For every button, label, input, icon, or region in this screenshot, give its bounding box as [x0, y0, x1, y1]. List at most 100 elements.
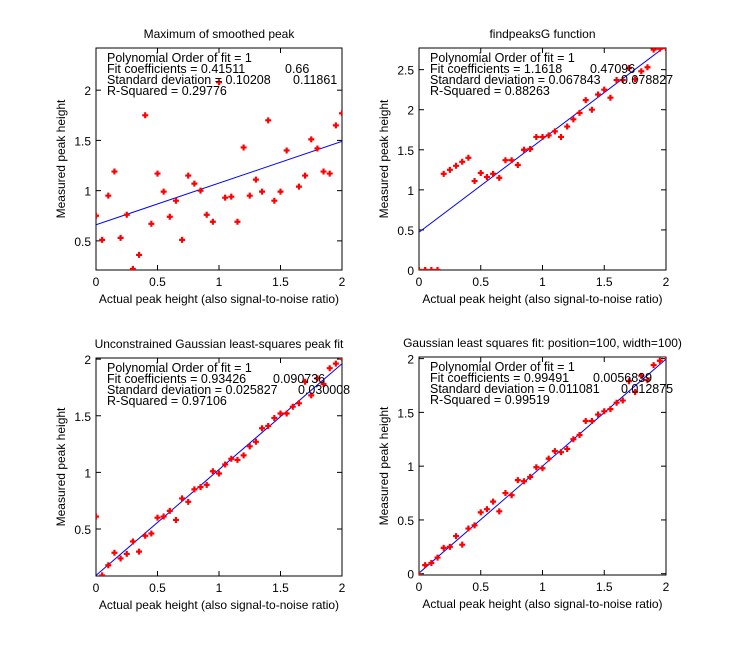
data-point — [302, 172, 309, 179]
annotation-line2: Fit coefficients = 0.41511 — [107, 62, 245, 76]
data-point — [533, 464, 540, 471]
x-axis-label: Actual peak height (also signal-to-noise… — [422, 597, 662, 611]
data-point — [99, 236, 106, 243]
data-point — [117, 555, 124, 562]
data-point — [459, 541, 466, 548]
data-point — [638, 68, 645, 75]
x-tick-label: 0.5 — [149, 275, 166, 289]
data-point — [154, 514, 161, 521]
data-point — [332, 122, 339, 129]
data-point — [446, 166, 453, 173]
y-tick-label: 0.5 — [397, 514, 414, 528]
data-point — [136, 548, 143, 555]
data-point — [295, 400, 302, 407]
data-point — [440, 544, 447, 551]
data-point — [588, 417, 595, 424]
data-point — [453, 162, 460, 169]
x-tick-label: 0.5 — [472, 580, 489, 594]
y-tick-label: 1.5 — [74, 134, 91, 148]
data-point — [576, 431, 583, 438]
data-point — [607, 94, 614, 101]
x-tick-label: 1.5 — [272, 581, 289, 595]
data-point — [197, 484, 204, 491]
data-point — [197, 187, 204, 194]
data-point — [656, 48, 663, 52]
data-point — [332, 360, 339, 367]
y-tick-label: 1.5 — [74, 410, 91, 424]
data-point — [533, 133, 540, 140]
annotation-std-2: 0.11861 — [293, 73, 337, 87]
data-point — [142, 112, 149, 119]
data-point — [471, 178, 478, 185]
annotation-std-2: 0.012875 — [621, 382, 673, 396]
x-tick-label: 0.5 — [472, 275, 489, 289]
data-point — [228, 193, 235, 200]
data-point — [545, 455, 552, 462]
y-tick-label: 2.5 — [397, 64, 414, 78]
annotation-coefficient-2: 0.0056839 — [593, 371, 652, 385]
x-tick-label: 1 — [539, 275, 546, 289]
data-point — [117, 234, 124, 241]
plot-area — [419, 357, 666, 575]
data-point — [105, 562, 112, 569]
annotation-line3: Standard deviation = 0.067843 — [430, 73, 601, 87]
data-point — [601, 86, 608, 93]
x-axis-label: Actual peak height (also signal-to-noise… — [422, 292, 662, 306]
data-point — [419, 571, 422, 575]
data-point — [105, 192, 112, 199]
data-point — [203, 211, 210, 218]
y-tick-label: 2 — [84, 353, 91, 367]
subplot-unconstrained-gaussian: Unconstrained Gaussian least-squares pea… — [54, 337, 350, 612]
x-tick-label: 1.5 — [596, 580, 613, 594]
data-point — [434, 267, 441, 270]
annotation-line1: Polynomial Order of fit = 1 — [430, 51, 575, 65]
y-axis-label: Measured peak height — [54, 407, 68, 526]
data-point — [123, 550, 130, 557]
data-point — [277, 410, 284, 417]
data-point — [314, 375, 321, 382]
data-point — [246, 443, 253, 450]
data-point — [545, 132, 552, 139]
data-point — [527, 473, 534, 480]
data-point — [252, 438, 259, 445]
data-point — [96, 513, 99, 520]
annotation-line1: Polynomial Order of fit = 1 — [107, 361, 252, 375]
data-point — [111, 549, 118, 556]
fit-line — [96, 140, 342, 226]
x-tick-label: 2 — [663, 275, 670, 289]
x-tick-label: 1 — [216, 581, 223, 595]
data-point — [440, 170, 447, 177]
subplot-gaussian-ls: Gaussian least squares fit: position=100… — [377, 336, 682, 611]
plot-area — [419, 48, 666, 270]
data-point — [595, 411, 602, 418]
x-tick-label: 2 — [339, 275, 346, 289]
y-tick-label: 1 — [84, 466, 91, 480]
annotation-line4: R-Squared = 0.97106 — [107, 394, 227, 408]
y-axis-label: Measured peak height — [54, 99, 68, 218]
data-point — [632, 388, 639, 395]
x-axis-label: Actual peak height (also signal-to-noise… — [99, 598, 339, 612]
data-point — [240, 144, 247, 151]
data-point — [607, 406, 614, 413]
data-point — [203, 481, 210, 488]
data-point — [613, 77, 620, 84]
y-tick-label: 0.5 — [74, 523, 91, 537]
annotation-line4: R-Squared = 0.29776 — [107, 84, 227, 98]
data-point — [123, 211, 130, 218]
y-axis-label: Measured peak height — [377, 99, 391, 218]
data-point — [320, 381, 327, 388]
chart-title: Maximum of smoothed peak — [144, 27, 296, 41]
data-point — [446, 543, 453, 550]
y-tick-label: 0.5 — [74, 235, 91, 249]
annotation-line3: Standard deviation = 0.10208 — [107, 73, 271, 87]
data-point — [222, 194, 229, 201]
subplot-findpeaksg: findpeaksG function 0 0.5 1 1.5 2 0 0.5 1 1.5 2 2.5… — [377, 27, 673, 306]
data-point — [252, 176, 259, 183]
annotation-line3: Standard deviation = 0.011081 — [430, 382, 600, 396]
data-point — [246, 192, 253, 199]
data-point — [308, 392, 315, 399]
